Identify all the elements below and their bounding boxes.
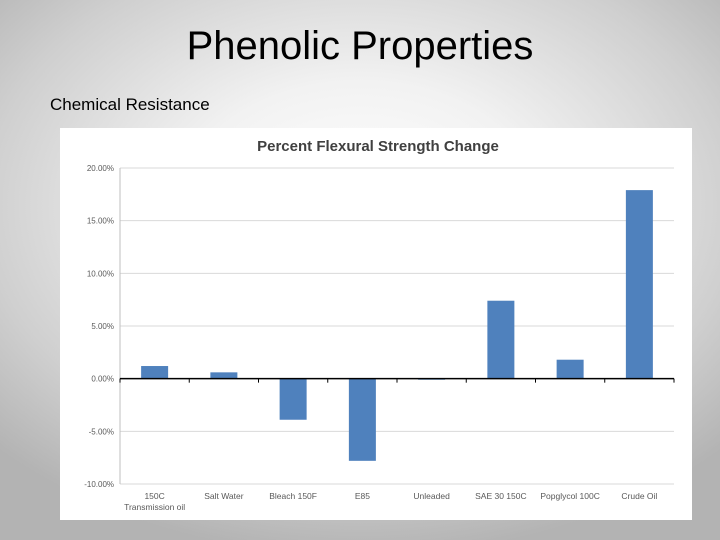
y-tick-label: 5.00% [91, 322, 114, 331]
bar [141, 366, 169, 379]
y-tick-label: 20.00% [87, 164, 114, 173]
category-label: Bleach 150F [269, 491, 317, 501]
y-tick-label: 0.00% [91, 375, 114, 384]
chart-area [60, 128, 692, 520]
bar [210, 372, 238, 379]
category-label: SAE 30 150C [475, 491, 527, 501]
bar [348, 378, 376, 461]
y-tick-label: -10.00% [84, 480, 114, 489]
y-tick-label: -5.00% [89, 427, 114, 436]
bar [625, 190, 653, 379]
category-label: Unleaded [413, 491, 450, 501]
slide-subtitle: Chemical Resistance [50, 95, 210, 114]
category-label: Transmission oil [124, 502, 185, 512]
category-label: 150C [144, 491, 164, 501]
bar [279, 378, 307, 420]
bar [556, 359, 584, 379]
y-tick-label: 15.00% [87, 217, 114, 226]
chart-title: Percent Flexural Strength Change [257, 138, 499, 155]
category-label: E85 [355, 491, 370, 501]
bar [487, 300, 515, 379]
y-tick-label: 10.00% [87, 269, 114, 278]
category-label: Crude Oil [621, 491, 657, 501]
slide-title: Phenolic Properties [186, 24, 534, 68]
category-label: Popglycol 100C [540, 491, 600, 501]
category-label: Salt Water [204, 491, 244, 501]
